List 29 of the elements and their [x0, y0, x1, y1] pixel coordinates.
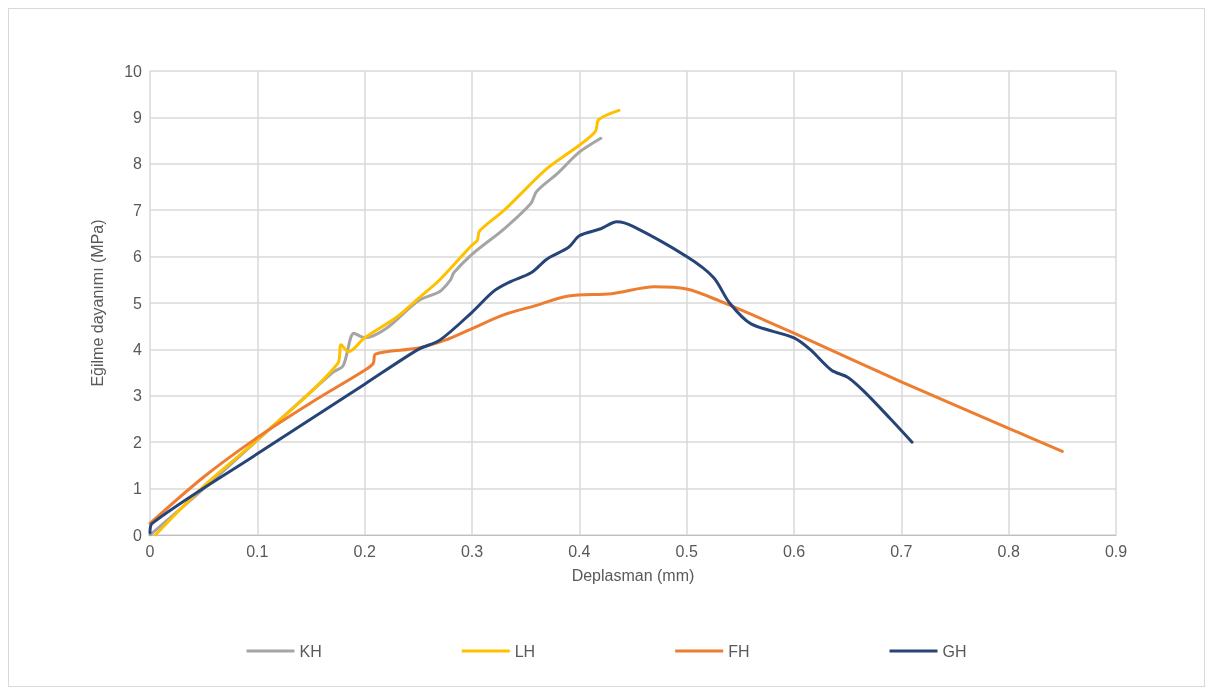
- x-tick-label: 0.1: [246, 542, 269, 560]
- x-tick-label: 0.2: [353, 542, 376, 560]
- y-axis-title: Eğilme dayanımı (MPa): [88, 219, 106, 387]
- y-tick-label: 8: [133, 155, 143, 173]
- legend-label: LH: [514, 642, 536, 660]
- x-tick-label: 0.9: [1104, 542, 1128, 560]
- line-series: [148, 285, 1064, 525]
- y-tick-label: 3: [133, 387, 143, 405]
- y-tick-label: 6: [133, 248, 143, 266]
- y-tick-label: 1: [133, 480, 143, 498]
- x-tick-label: 0.5: [675, 542, 698, 560]
- x-tick-label: 0.6: [782, 542, 806, 560]
- y-tick-label: 4: [133, 340, 143, 358]
- x-axis-title: Deplasman (mm): [571, 566, 695, 584]
- x-tick-label: 0.8: [997, 542, 1020, 560]
- y-tick-label: 7: [133, 201, 143, 219]
- x-tick-label: 0.3: [460, 542, 484, 560]
- legend-label: FH: [728, 642, 750, 660]
- legend-label: KH: [299, 642, 322, 660]
- x-tick-label: 0: [145, 542, 155, 560]
- x-tick-label: 0.4: [568, 542, 591, 560]
- y-tick-label: 9: [133, 108, 143, 126]
- y-tick-label: 0: [133, 526, 143, 544]
- y-tick-label: 10: [124, 62, 143, 80]
- line-series: [148, 220, 914, 535]
- legend-label: GH: [942, 642, 967, 660]
- y-tick-label: 2: [133, 433, 143, 451]
- x-tick-label: 0.7: [890, 542, 913, 560]
- y-tick-label: 5: [133, 294, 143, 312]
